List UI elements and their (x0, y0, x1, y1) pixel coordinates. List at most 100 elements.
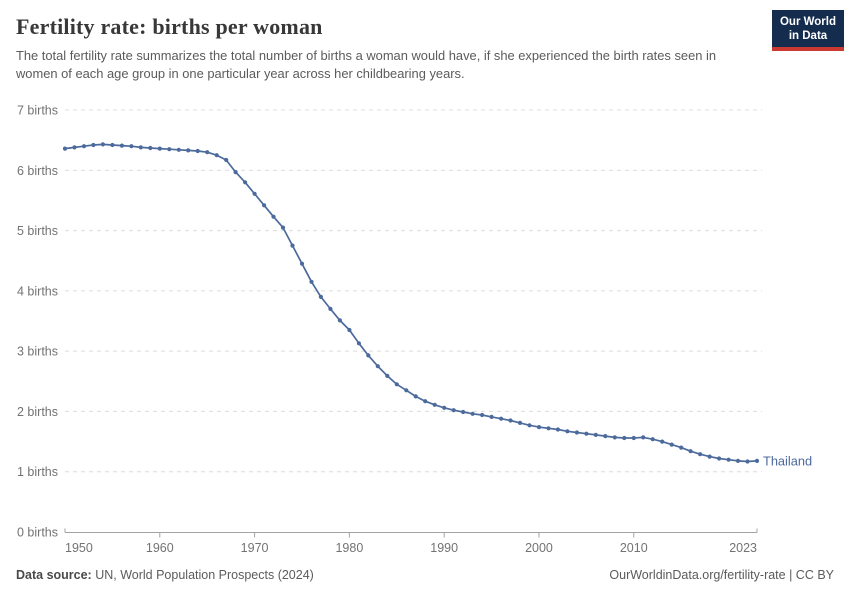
thailand-series-line[interactable] (64, 143, 758, 463)
datasource-text: UN, World Population Prospects (2024) (91, 568, 314, 582)
datasource-label: Data source: (16, 568, 92, 582)
data-point[interactable] (707, 454, 712, 459)
entity-label[interactable]: Thailand (763, 453, 812, 468)
data-point[interactable] (271, 214, 276, 219)
y-axis-label: 4 births (17, 284, 58, 298)
data-point[interactable] (62, 146, 68, 151)
data-point[interactable] (461, 409, 466, 415)
data-point[interactable] (593, 432, 598, 437)
data-point[interactable] (129, 144, 134, 149)
data-point[interactable] (262, 203, 267, 208)
chart-subtitle: The total fertility rate summarizes the … (16, 48, 717, 82)
data-point[interactable] (499, 416, 504, 421)
data-point[interactable] (176, 147, 181, 152)
data-point[interactable] (100, 142, 105, 147)
data-point[interactable] (299, 261, 305, 266)
data-point[interactable] (413, 394, 418, 399)
data-point[interactable] (480, 412, 485, 418)
data-point[interactable] (622, 435, 627, 441)
data-point[interactable] (517, 420, 523, 425)
data-point[interactable] (394, 382, 399, 387)
data-point[interactable] (669, 442, 674, 447)
x-axis-label: 2023 (729, 541, 757, 555)
data-point[interactable] (243, 180, 248, 185)
data-point[interactable] (119, 143, 124, 148)
page-title: Fertility rate: births per woman (16, 14, 323, 39)
data-point[interactable] (442, 405, 447, 410)
data-point[interactable] (375, 364, 380, 369)
data-point[interactable] (574, 430, 580, 435)
data-point[interactable] (404, 388, 409, 393)
data-point[interactable] (754, 458, 760, 463)
datasource: Data source: UN, World Population Prospe… (16, 568, 314, 582)
data-point[interactable] (650, 437, 655, 442)
data-point[interactable] (195, 148, 200, 154)
data-point[interactable] (546, 426, 551, 431)
x-axis-label: 1980 (335, 541, 363, 555)
data-point[interactable] (356, 341, 361, 346)
data-point[interactable] (205, 150, 210, 155)
data-point[interactable] (366, 353, 371, 358)
data-point[interactable] (167, 147, 172, 152)
data-point[interactable] (470, 411, 475, 416)
header: Fertility rate: births per woman Our Wor… (0, 0, 850, 83)
owid-logo-line2: in Data (788, 30, 828, 42)
data-point[interactable] (252, 191, 257, 196)
footer-link[interactable]: OurWorldinData.org/fertility-rate | CC B… (609, 568, 834, 582)
data-point[interactable] (138, 145, 143, 150)
data-point[interactable] (423, 399, 428, 404)
x-axis-label: 2000 (525, 541, 553, 555)
data-point[interactable] (660, 439, 665, 444)
data-point[interactable] (735, 458, 741, 463)
data-point[interactable] (72, 145, 77, 150)
data-point[interactable] (81, 144, 87, 149)
data-point[interactable] (328, 306, 333, 311)
data-point[interactable] (385, 373, 390, 378)
data-point[interactable] (290, 243, 295, 248)
data-point[interactable] (536, 425, 542, 430)
data-point[interactable] (347, 327, 352, 333)
y-axis-label: 3 births (17, 345, 58, 359)
data-point[interactable] (603, 434, 608, 439)
owid-logo-line1: Our World (779, 16, 836, 28)
data-point[interactable] (698, 452, 703, 457)
data-point[interactable] (214, 153, 219, 158)
x-axis-label: 2010 (620, 541, 648, 555)
data-point[interactable] (555, 427, 561, 432)
data-point[interactable] (233, 170, 238, 175)
data-point[interactable] (527, 423, 532, 428)
data-point[interactable] (745, 459, 750, 464)
data-point[interactable] (224, 157, 229, 163)
data-point[interactable] (432, 402, 437, 407)
data-point[interactable] (508, 418, 513, 423)
x-axis-label: 1990 (430, 541, 458, 555)
data-point[interactable] (631, 435, 636, 441)
data-point[interactable] (110, 142, 115, 148)
y-axis-label: 5 births (17, 224, 58, 238)
data-point[interactable] (717, 456, 722, 461)
data-point[interactable] (157, 146, 162, 151)
footer: Data source: UN, World Population Prospe… (16, 568, 834, 582)
owid-logo[interactable]: Our World in Data (772, 10, 844, 51)
data-point[interactable] (148, 145, 153, 151)
data-point[interactable] (565, 429, 570, 434)
data-point[interactable] (584, 431, 589, 436)
y-axis-label: 0 births (17, 526, 58, 540)
data-point[interactable] (688, 449, 693, 454)
owid-logo-text: Our World in Data (772, 10, 844, 47)
data-point[interactable] (337, 318, 342, 323)
data-point[interactable] (612, 435, 617, 440)
data-point[interactable] (679, 445, 684, 450)
data-point[interactable] (489, 414, 494, 419)
data-point[interactable] (91, 142, 96, 148)
data-point[interactable] (451, 408, 456, 413)
data-point[interactable] (318, 294, 323, 299)
data-point[interactable] (641, 435, 646, 440)
data-point[interactable] (309, 279, 314, 284)
data-point[interactable] (726, 457, 731, 462)
y-axis-label: 2 births (17, 405, 58, 419)
data-point[interactable] (280, 225, 286, 230)
data-point[interactable] (186, 148, 191, 153)
